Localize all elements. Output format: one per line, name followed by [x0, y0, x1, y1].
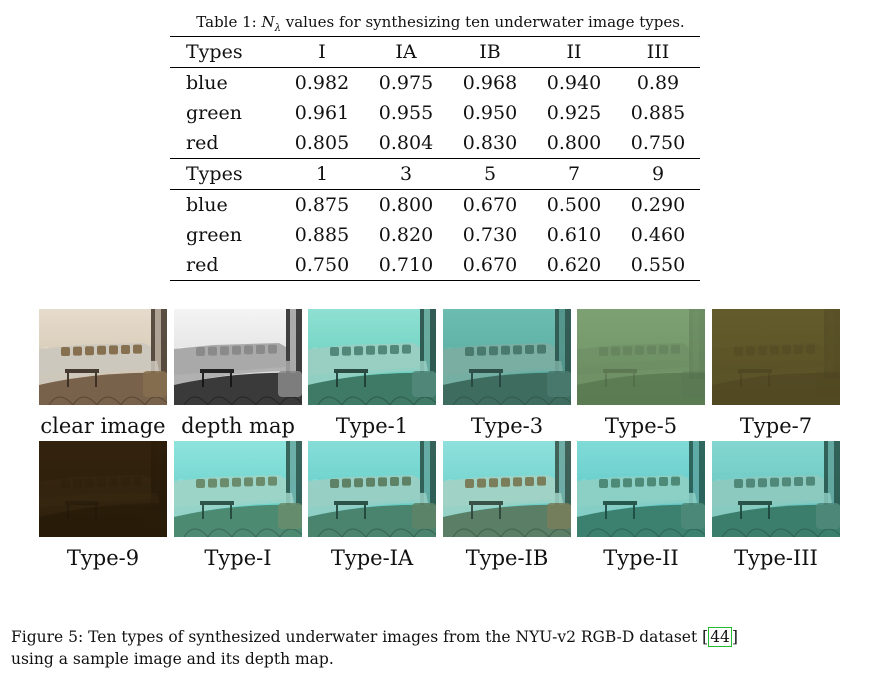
table-caption-prefix: Table 1: [196, 13, 257, 31]
table-cell: 0.961 [294, 102, 350, 124]
table-cell: 0.670 [462, 194, 518, 216]
citation-link[interactable]: 44 [708, 627, 732, 647]
table-cell: 0.885 [630, 102, 686, 124]
table-cell: 0.875 [294, 194, 350, 216]
image-label: Type-5 [604, 414, 678, 438]
table-caption-symbol: N [261, 13, 275, 31]
table-header-cell: Types [170, 158, 280, 190]
image-label: Type-II [603, 546, 679, 570]
image-clear [39, 309, 167, 405]
table-cell: 0.610 [546, 224, 602, 246]
table-cell: 0.710 [364, 250, 448, 281]
table-header-cell: II [532, 36, 616, 68]
image-type-i [174, 441, 302, 537]
image-type-5 [577, 309, 705, 405]
table-cell: 0.89 [636, 72, 680, 94]
image-type-1 [308, 309, 436, 405]
table-header-cell: IB [448, 36, 532, 68]
table-header-cell: 7 [532, 158, 616, 190]
table-row-label: red [186, 132, 219, 154]
image-label: clear image [40, 414, 166, 438]
table-row: red 0.750 0.710 0.670 0.620 0.550 [170, 250, 700, 281]
image-depth-map [174, 309, 302, 405]
table-caption-subscript: λ [274, 23, 281, 34]
table-cell: 0.968 [462, 72, 518, 94]
table-cell: 0.975 [378, 72, 434, 94]
table-cell: 0.950 [462, 102, 518, 124]
table-cell: 0.940 [546, 72, 602, 94]
table-cell: 0.885 [294, 224, 350, 246]
image-type-ii [577, 441, 705, 537]
table-row-label: blue [186, 194, 228, 216]
table-caption: Table 1: Nλ values for synthesizing ten … [0, 12, 881, 39]
table-caption-text: values for synthesizing ten underwater i… [285, 13, 685, 31]
table-row-label: green [186, 102, 242, 124]
table-row: green 0.961 0.955 0.950 0.925 0.885 [170, 98, 700, 128]
table-header-cell: III [616, 36, 700, 68]
table-cell: 0.620 [532, 250, 616, 281]
table-cell: 0.750 [630, 132, 686, 154]
image-label: Type-7 [739, 414, 813, 438]
figure-caption-tail: using a sample image and its depth map. [11, 650, 334, 668]
figure-caption: Figure 5: Ten types of synthesized under… [11, 627, 738, 668]
image-label: Type-IB [465, 546, 549, 570]
table-header-cell: I [280, 36, 364, 68]
image-label: Type-III [734, 546, 818, 570]
image-label: depth map [181, 414, 295, 438]
table-cell: 0.670 [448, 250, 532, 281]
table-cell: 0.750 [280, 250, 364, 281]
table-cell: 0.830 [462, 132, 518, 154]
table-row: blue 0.982 0.975 0.968 0.940 0.89 [170, 68, 700, 99]
table-row: blue 0.875 0.800 0.670 0.500 0.290 [170, 190, 700, 221]
table-row-label: blue [186, 72, 228, 94]
image-label: Type-1 [335, 414, 409, 438]
table-row-label: green [186, 224, 242, 246]
image-label: Type-I [204, 546, 272, 570]
table-cell: 0.804 [378, 132, 434, 154]
values-table: Types I IA IB II III blue 0.982 0.975 0.… [170, 36, 700, 281]
table-row: red 0.805 0.804 0.830 0.800 0.750 [170, 128, 700, 159]
table-cell: 0.805 [294, 132, 350, 154]
table-row-label: red [170, 250, 280, 281]
image-type-ib [443, 441, 571, 537]
image-type-9 [39, 441, 167, 537]
table-cell: 0.955 [378, 102, 434, 124]
table-cell: 0.500 [546, 194, 602, 216]
table-cell: 0.925 [546, 102, 602, 124]
table-cell: 0.730 [462, 224, 518, 246]
image-type-ia [308, 441, 436, 537]
table-cell: 0.290 [630, 194, 686, 216]
table-header-cell: 3 [364, 158, 448, 190]
table-cell: 0.820 [378, 224, 434, 246]
figure-caption-prefix: Figure 5: [11, 628, 84, 646]
table-cell: 0.800 [546, 132, 602, 154]
table-header-cell: IA [364, 36, 448, 68]
table-cell: 0.460 [630, 224, 686, 246]
image-label: Type-3 [470, 414, 544, 438]
table-header-cell: 9 [616, 158, 700, 190]
image-type-7 [712, 309, 840, 405]
table-header-cell: 1 [280, 158, 364, 190]
figure-caption-text: Ten types of synthesized underwater imag… [88, 628, 698, 646]
table-header-cell: 5 [448, 158, 532, 190]
image-label: Type-9 [66, 546, 140, 570]
table-header-row: Types 1 3 5 7 9 [170, 158, 700, 190]
image-label: Type-IA [330, 546, 414, 570]
table-row: green 0.885 0.820 0.730 0.610 0.460 [170, 220, 700, 250]
table-cell: 0.550 [616, 250, 700, 281]
table-cell: 0.800 [378, 194, 434, 216]
table-header-cell: Types [170, 36, 280, 68]
table-header-row: Types I IA IB II III [170, 36, 700, 68]
image-type-iii [712, 441, 840, 537]
image-type-3 [443, 309, 571, 405]
table-cell: 0.982 [294, 72, 350, 94]
